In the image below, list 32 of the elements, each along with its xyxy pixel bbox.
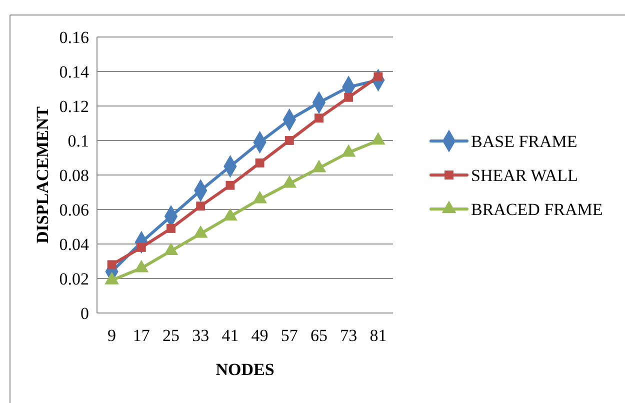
point xyxy=(166,224,176,233)
x-tick-label: 41 xyxy=(222,326,239,345)
y-tick-label: 0.02 xyxy=(59,269,89,288)
y-tick-label: 0.04 xyxy=(59,234,90,254)
point xyxy=(136,242,146,252)
y-tick-label: 0.14 xyxy=(59,62,90,82)
y-tick-label: 0 xyxy=(80,304,89,323)
y-tick-label: 0.12 xyxy=(59,96,89,116)
x-tick-label: 17 xyxy=(132,326,150,345)
y-tick-label: 0.1 xyxy=(68,131,89,150)
legend-label: BRACED FRAME xyxy=(471,200,603,219)
x-tick-label: 49 xyxy=(251,326,268,345)
x-tick-label: 9 xyxy=(108,326,116,345)
x-tick-label: 57 xyxy=(280,326,298,345)
y-tick-label: 0.16 xyxy=(59,28,89,47)
x-tick-label: 25 xyxy=(162,326,180,345)
x-tick-label: 73 xyxy=(340,326,358,345)
legend-label: BASE FRAME xyxy=(471,132,578,151)
x-axis-title: NODES xyxy=(216,360,274,379)
x-tick-label: 81 xyxy=(370,326,387,345)
point xyxy=(314,114,324,123)
point xyxy=(255,158,264,168)
point xyxy=(226,180,235,190)
x-tick-label: 33 xyxy=(192,326,210,345)
point xyxy=(344,92,354,102)
point xyxy=(284,136,294,145)
y-tick-label: 0.08 xyxy=(59,166,89,185)
y-axis-title: DISPLACEMENT xyxy=(33,106,52,244)
y-tick-label: 0.06 xyxy=(59,200,89,220)
x-tick-label: 65 xyxy=(310,326,328,345)
point xyxy=(196,202,206,211)
legend-label: SHEAR WALL xyxy=(471,166,578,185)
